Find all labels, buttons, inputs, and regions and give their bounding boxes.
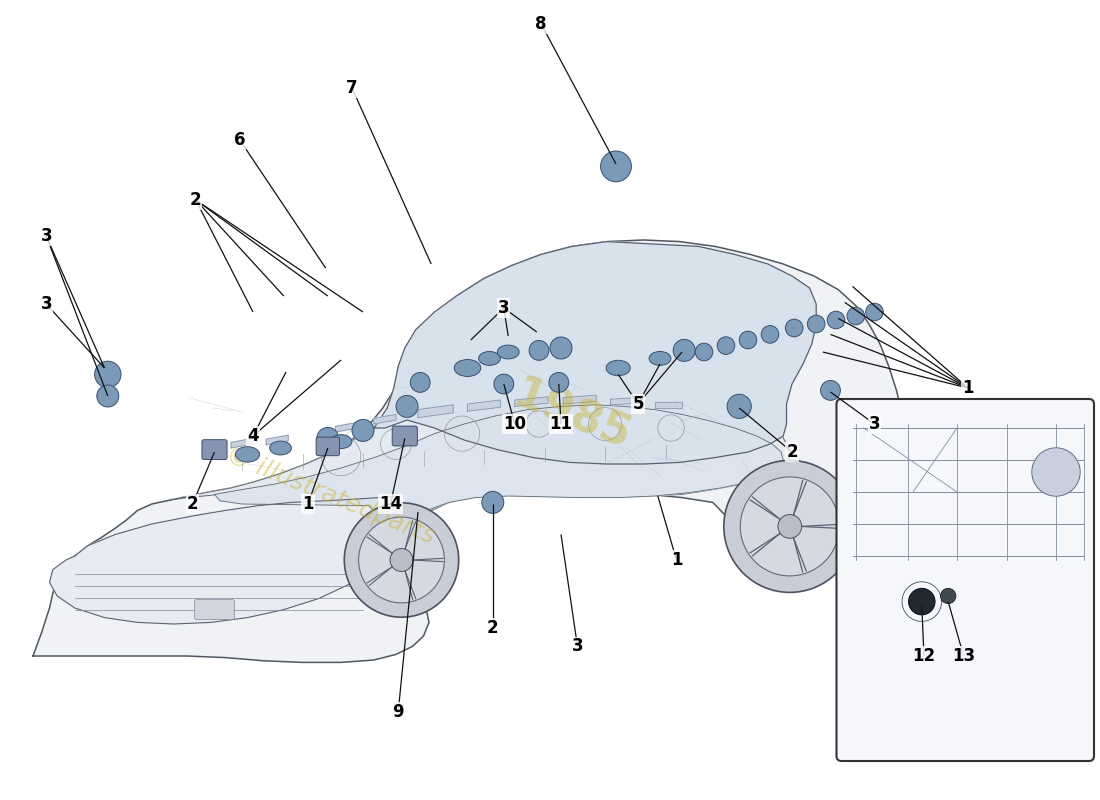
Text: 3: 3 — [41, 295, 52, 313]
Text: 1: 1 — [962, 379, 974, 397]
Circle shape — [827, 311, 845, 329]
FancyBboxPatch shape — [393, 426, 417, 446]
Text: 6: 6 — [234, 131, 245, 149]
Ellipse shape — [454, 359, 481, 377]
Text: © illustratedparts: © illustratedparts — [222, 443, 438, 549]
Circle shape — [352, 419, 374, 442]
Polygon shape — [336, 422, 358, 432]
Text: 1985: 1985 — [507, 373, 637, 459]
Polygon shape — [610, 398, 640, 405]
Text: 4: 4 — [248, 427, 258, 445]
FancyBboxPatch shape — [316, 437, 340, 456]
Polygon shape — [170, 390, 790, 540]
Circle shape — [778, 514, 802, 538]
Circle shape — [410, 373, 430, 392]
Text: 14: 14 — [378, 495, 403, 513]
Text: 7: 7 — [346, 79, 358, 97]
Circle shape — [95, 362, 121, 387]
FancyBboxPatch shape — [836, 399, 1094, 761]
Circle shape — [695, 343, 713, 361]
Text: 2: 2 — [187, 495, 198, 513]
Text: 3: 3 — [498, 299, 509, 317]
Circle shape — [601, 151, 631, 182]
Ellipse shape — [478, 351, 500, 366]
Circle shape — [740, 477, 839, 576]
Polygon shape — [515, 397, 548, 406]
Text: 5: 5 — [632, 395, 644, 413]
Text: 1: 1 — [302, 495, 313, 513]
Circle shape — [847, 307, 865, 325]
Text: 2: 2 — [487, 619, 498, 637]
Circle shape — [724, 460, 856, 592]
Text: 3: 3 — [572, 638, 583, 655]
Circle shape — [97, 385, 119, 407]
Text: 1: 1 — [671, 551, 682, 569]
Polygon shape — [374, 414, 396, 424]
Ellipse shape — [649, 351, 671, 366]
Ellipse shape — [497, 345, 519, 359]
Circle shape — [673, 339, 695, 362]
Polygon shape — [374, 242, 816, 464]
Polygon shape — [468, 400, 500, 411]
Circle shape — [807, 315, 825, 333]
Circle shape — [529, 341, 549, 360]
FancyBboxPatch shape — [202, 440, 227, 459]
Polygon shape — [563, 395, 596, 404]
Circle shape — [739, 331, 757, 349]
Circle shape — [359, 517, 444, 603]
Text: 2: 2 — [190, 191, 201, 209]
Text: 9: 9 — [393, 703, 404, 721]
Circle shape — [909, 589, 935, 614]
Circle shape — [549, 373, 569, 392]
Polygon shape — [214, 405, 783, 526]
Ellipse shape — [330, 434, 352, 449]
FancyBboxPatch shape — [195, 600, 234, 619]
Ellipse shape — [606, 360, 630, 376]
Circle shape — [1032, 448, 1080, 496]
Circle shape — [344, 502, 459, 617]
Text: 13: 13 — [952, 647, 976, 665]
Polygon shape — [33, 240, 904, 662]
Ellipse shape — [235, 446, 260, 462]
Circle shape — [717, 337, 735, 354]
Polygon shape — [418, 405, 453, 418]
Circle shape — [821, 381, 840, 400]
Text: 3: 3 — [41, 227, 52, 245]
Text: 12: 12 — [912, 647, 936, 665]
Circle shape — [550, 337, 572, 359]
Text: 8: 8 — [536, 15, 547, 33]
Text: 11: 11 — [550, 415, 572, 433]
Circle shape — [317, 427, 339, 450]
Polygon shape — [266, 435, 288, 445]
Ellipse shape — [270, 441, 292, 455]
Polygon shape — [231, 438, 253, 448]
Circle shape — [494, 374, 514, 394]
Circle shape — [940, 588, 956, 604]
Circle shape — [785, 319, 803, 337]
Text: 10: 10 — [504, 415, 526, 433]
Text: 3: 3 — [869, 415, 880, 433]
Circle shape — [866, 303, 883, 321]
Circle shape — [390, 549, 412, 571]
Polygon shape — [654, 402, 682, 408]
Polygon shape — [50, 496, 396, 624]
Circle shape — [761, 326, 779, 343]
Text: 2: 2 — [786, 443, 798, 461]
Circle shape — [396, 395, 418, 418]
Circle shape — [727, 394, 751, 418]
Circle shape — [482, 491, 504, 514]
